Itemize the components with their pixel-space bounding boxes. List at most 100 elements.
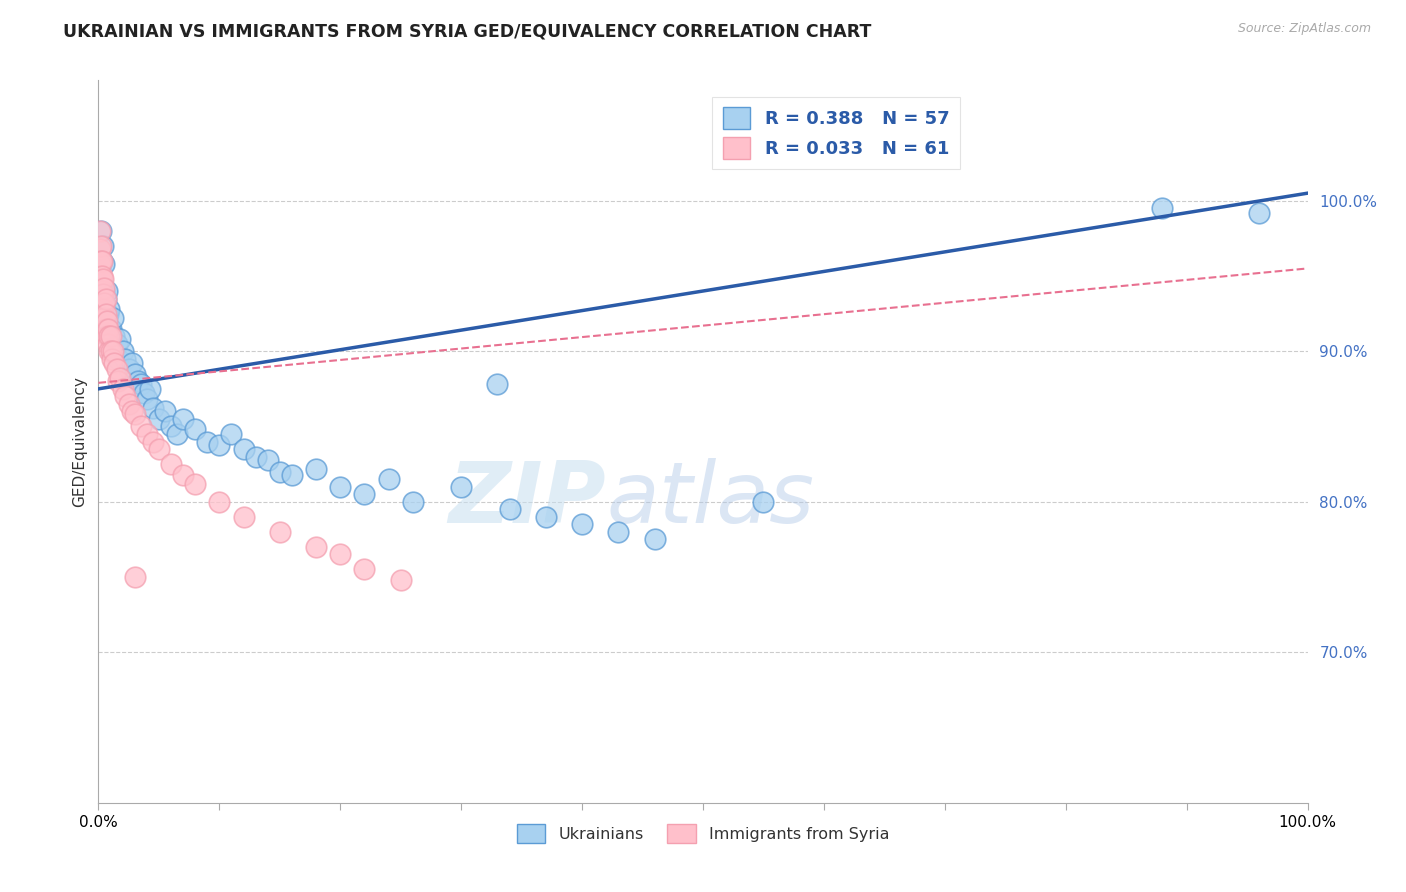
Point	[90, 224, 112, 238]
Point	[100, 351, 122, 366]
Point	[118, 362, 141, 376]
Point	[93, 326, 115, 341]
Point	[98, 329, 121, 343]
Point	[90, 284, 112, 298]
Point	[118, 397, 141, 411]
Point	[94, 292, 117, 306]
Point	[172, 467, 194, 482]
Point	[305, 461, 328, 475]
Legend: Ukrainians, Immigrants from Syria: Ukrainians, Immigrants from Syria	[510, 818, 896, 849]
Point	[97, 336, 120, 351]
Point	[121, 404, 143, 418]
Point	[108, 332, 131, 346]
Point	[281, 467, 304, 482]
Point	[1152, 201, 1174, 215]
Point	[93, 257, 115, 271]
Point	[195, 434, 218, 449]
Point	[91, 287, 114, 301]
Point	[105, 336, 128, 351]
Point	[1249, 205, 1271, 219]
Point	[160, 419, 183, 434]
Point	[111, 382, 134, 396]
Point	[91, 268, 114, 283]
Text: atlas: atlas	[606, 458, 814, 541]
Point	[644, 533, 666, 547]
Point	[96, 329, 118, 343]
Point	[91, 272, 114, 286]
Point	[101, 344, 124, 359]
Point	[98, 301, 121, 317]
Point	[91, 284, 114, 298]
Point	[107, 351, 129, 366]
Point	[90, 239, 112, 253]
Point	[94, 321, 117, 335]
Point	[160, 457, 183, 471]
Point	[94, 307, 117, 321]
Point	[329, 548, 352, 562]
Point	[184, 423, 207, 437]
Point	[534, 509, 557, 524]
Point	[89, 287, 111, 301]
Point	[89, 224, 111, 238]
Point	[111, 344, 134, 359]
Point	[91, 239, 114, 253]
Point	[89, 257, 111, 271]
Point	[232, 442, 254, 456]
Point	[135, 427, 157, 442]
Point	[450, 480, 472, 494]
Point	[90, 254, 112, 268]
Text: Source: ZipAtlas.com: Source: ZipAtlas.com	[1237, 22, 1371, 36]
Point	[305, 540, 328, 554]
Point	[98, 344, 121, 359]
Point	[353, 487, 375, 501]
Point	[486, 377, 509, 392]
Y-axis label: GED/Equivalency: GED/Equivalency	[72, 376, 87, 507]
Point	[172, 412, 194, 426]
Point	[100, 329, 122, 343]
Point	[256, 452, 278, 467]
Point	[208, 437, 231, 451]
Point	[97, 321, 120, 335]
Point	[93, 311, 115, 326]
Point	[142, 401, 165, 416]
Point	[93, 281, 115, 295]
Point	[153, 404, 176, 418]
Point	[607, 524, 630, 539]
Point	[91, 277, 114, 291]
Point	[108, 371, 131, 385]
Point	[96, 314, 118, 328]
Point	[91, 254, 114, 268]
Point	[135, 392, 157, 407]
Point	[93, 296, 115, 310]
Point	[90, 314, 112, 328]
Point	[107, 374, 129, 388]
Point	[148, 412, 170, 426]
Point	[105, 362, 128, 376]
Point	[100, 344, 122, 359]
Point	[96, 284, 118, 298]
Point	[353, 562, 375, 576]
Point	[148, 442, 170, 456]
Point	[571, 517, 593, 532]
Point	[166, 427, 188, 442]
Point	[93, 284, 115, 298]
Point	[89, 242, 111, 256]
Point	[89, 272, 111, 286]
Point	[101, 311, 124, 326]
Point	[232, 509, 254, 524]
Point	[269, 524, 291, 539]
Text: ZIP: ZIP	[449, 458, 606, 541]
Point	[103, 356, 125, 370]
Point	[269, 465, 291, 479]
Point	[124, 367, 146, 381]
Point	[91, 314, 114, 328]
Point	[90, 299, 112, 313]
Point	[329, 480, 352, 494]
Point	[91, 317, 114, 331]
Point	[89, 261, 111, 276]
Point	[129, 377, 152, 392]
Point	[752, 494, 775, 508]
Point	[97, 307, 120, 321]
Point	[124, 570, 146, 584]
Point	[134, 386, 156, 401]
